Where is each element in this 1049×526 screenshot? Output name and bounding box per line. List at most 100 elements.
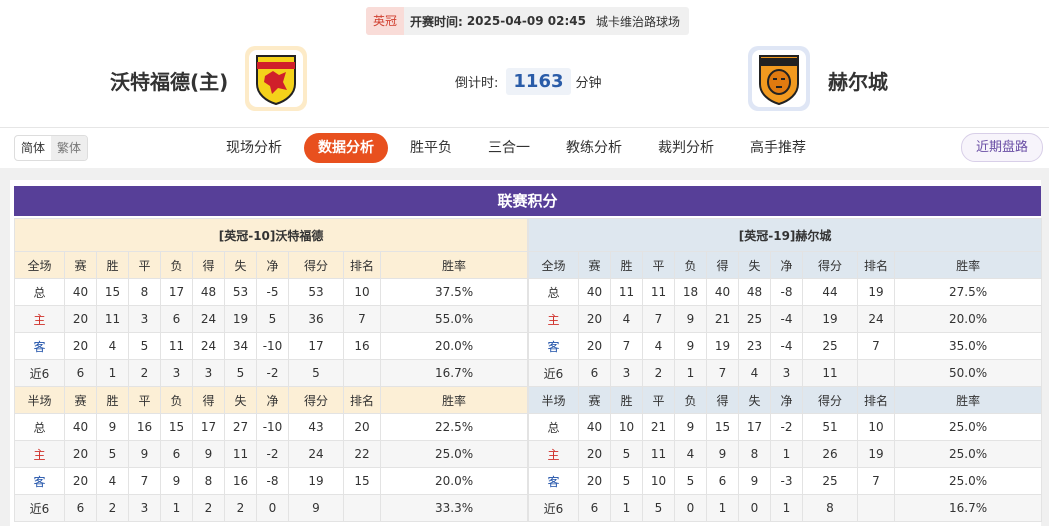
header-row: 半场赛胜平负得失净得分 排名 胜率: [14, 386, 529, 414]
cell: 9: [706, 440, 739, 468]
data-row: 总 40 9 16 15 17 27 -10 43 20 22.5%: [14, 413, 529, 441]
cell: 7: [857, 332, 895, 360]
header-cell: 胜: [96, 251, 129, 279]
data-row: 客 20 4 5 11 24 34 -10 17 16 20.0%: [14, 332, 529, 360]
tab[interactable]: 高手推荐: [750, 140, 806, 156]
cell: -10: [256, 413, 289, 441]
header-cell: 胜: [610, 386, 643, 414]
header-cell: 平: [642, 251, 675, 279]
cell: 1: [770, 440, 803, 468]
cell: 20: [64, 305, 97, 333]
cell: 3: [192, 359, 225, 387]
cell: 5: [674, 467, 707, 495]
cell: 19: [288, 467, 344, 495]
data-row: 总 40 10 21 9 15 17 -2 51 10 25.0%: [528, 413, 1043, 441]
home-logo[interactable]: [245, 46, 307, 111]
data-row: 主 20 4 7 9 21 25 -4 19 24 20.0%: [528, 305, 1043, 333]
header-cell: 胜率: [893, 386, 1043, 414]
tab[interactable]: 裁判分析: [658, 140, 714, 156]
cell: 11: [96, 305, 129, 333]
data-row: 近6 6 2 3 1 2 2 0 9 33.3%: [14, 494, 529, 522]
header-row: 半场赛胜平负得失净得分 排名 胜率: [528, 386, 1043, 414]
recent-odds-button[interactable]: 近期盘路: [961, 133, 1043, 162]
header-row: 全场赛胜平负得失净得分 排名 胜率: [528, 251, 1043, 279]
language-switch: 简体 繁体: [14, 135, 89, 161]
cell: 1: [674, 359, 707, 387]
cell: -2: [256, 359, 289, 387]
tab[interactable]: 数据分析: [304, 133, 388, 163]
cell: -8: [256, 467, 289, 495]
cell: 4: [96, 467, 129, 495]
cell: 0: [256, 494, 289, 522]
header-cell: 得: [706, 251, 739, 279]
away-logo[interactable]: [748, 46, 810, 111]
tab[interactable]: 教练分析: [566, 140, 622, 156]
cell: 16.7%: [379, 359, 529, 387]
cell: 50.0%: [893, 359, 1043, 387]
cell: 17: [160, 278, 193, 306]
header-cell: 排名: [343, 251, 381, 279]
cell: 53: [224, 278, 257, 306]
tab[interactable]: 胜平负: [410, 140, 452, 156]
tab[interactable]: 现场分析: [226, 140, 282, 156]
cell: 0: [674, 494, 707, 522]
cell: 2: [96, 494, 129, 522]
data-row: 客 20 4 7 9 8 16 -8 19 15 20.0%: [14, 467, 529, 495]
cell: 3: [770, 359, 803, 387]
header-cell: 负: [674, 386, 707, 414]
header-cell: 胜率: [893, 251, 1043, 279]
cell: 5: [288, 359, 344, 387]
cell: 19: [706, 332, 739, 360]
league[interactable]: 英冠: [366, 7, 405, 35]
row-label: 主: [528, 440, 579, 468]
cell: 40: [578, 413, 611, 441]
data-row: 客 20 7 4 9 19 23 -4 25 7 35.0%: [528, 332, 1043, 360]
language-option[interactable]: 简体: [21, 141, 46, 155]
away-team[interactable]: 赫尔城: [828, 70, 888, 94]
cell: 4: [96, 332, 129, 360]
team-title: [英冠-10]沃特福德: [13, 218, 529, 252]
cell: 3: [128, 494, 161, 522]
cell: 6: [64, 494, 97, 522]
data-row: 主 20 11 3 6 24 19 5 36 7 55.0%: [14, 305, 529, 333]
cell: 7: [128, 467, 161, 495]
cell: 20: [578, 440, 611, 468]
header-cell: 半场: [528, 386, 579, 414]
header-cell: 得分: [802, 386, 858, 414]
cell: 5: [610, 440, 643, 468]
data-row: 主 20 5 11 4 9 8 1 26 19 25.0%: [528, 440, 1043, 468]
cell: 8: [738, 440, 771, 468]
header-cell: 全场: [14, 251, 65, 279]
cell: 15: [343, 467, 381, 495]
cell: [857, 359, 895, 387]
cell: 25.0%: [893, 467, 1043, 495]
cell: -8: [770, 278, 803, 306]
cell: 5: [224, 359, 257, 387]
cell: 3: [610, 359, 643, 387]
header-cell: 赛: [64, 251, 97, 279]
header-row: 全场赛胜平负得失净得分 排名 胜率: [14, 251, 529, 279]
cell: 20: [343, 413, 381, 441]
row-label: 总: [14, 278, 65, 306]
cell: 4: [642, 332, 675, 360]
cell: 10: [857, 413, 895, 441]
header-cell: 得分: [802, 251, 858, 279]
cell: 9: [192, 440, 225, 468]
cell: 20: [578, 332, 611, 360]
cell: 20: [64, 440, 97, 468]
cell: 23: [738, 332, 771, 360]
language-option[interactable]: 繁体: [51, 136, 88, 160]
header-cell: 胜: [610, 251, 643, 279]
cell: 10: [343, 278, 381, 306]
cell: 4: [610, 305, 643, 333]
cell: 2: [224, 494, 257, 522]
cell: 17: [288, 332, 344, 360]
cell: 11: [610, 278, 643, 306]
cell: 3: [128, 305, 161, 333]
cell: 24: [192, 305, 225, 333]
countdown-unit: 分钟: [575, 76, 602, 91]
header-cell: 排名: [343, 386, 381, 414]
home-team[interactable]: 沃特福德(主): [110, 70, 229, 94]
tab[interactable]: 三合一: [488, 140, 530, 156]
row-label: 近6: [528, 494, 579, 522]
